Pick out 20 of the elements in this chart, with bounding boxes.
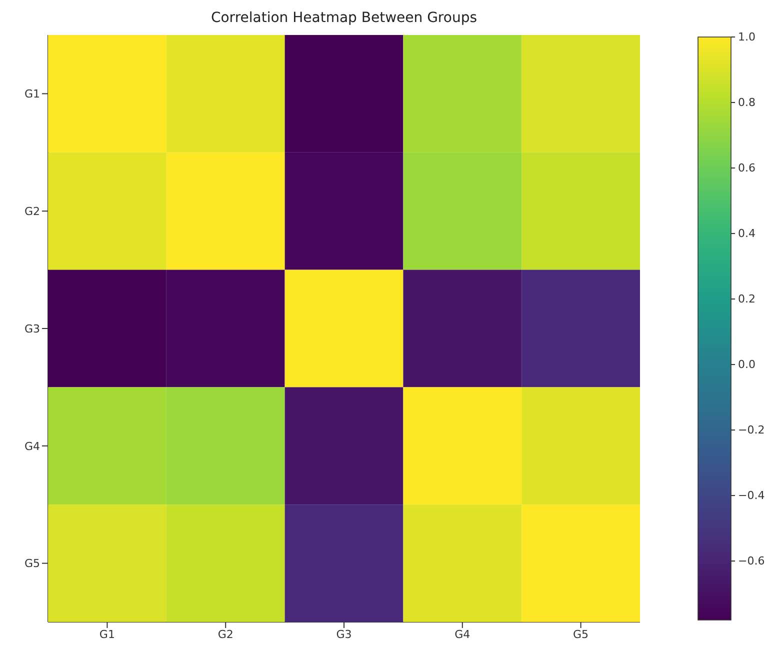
color-bar-label: 0.4 [738, 227, 756, 240]
color-bar-label: −0.6 [738, 554, 765, 568]
x-tick-label: G1 [99, 628, 115, 641]
color-bar-label: 0.6 [738, 162, 756, 175]
x-tick-label: G5 [573, 628, 589, 641]
x-tick-label: G3 [336, 628, 352, 641]
color-bar-label: 1.0 [738, 30, 756, 44]
color-bar-label: 0.8 [738, 96, 756, 110]
y-tick-label: G2 [24, 205, 40, 218]
y-tick-label: G3 [24, 322, 40, 336]
y-tick-label: G1 [24, 88, 40, 101]
y-tick-label: G5 [24, 557, 40, 570]
color-bar-label: 0.0 [738, 358, 756, 372]
color-bar-label: −0.2 [738, 424, 765, 437]
color-bar-label: 0.2 [738, 292, 756, 306]
y-tick-label: G4 [24, 440, 40, 453]
color-bar-label: −0.4 [738, 489, 765, 502]
chart-title: Correlation Heatmap Between Groups [210, 10, 478, 26]
x-tick-label: G2 [218, 628, 234, 641]
x-tick-label: G4 [454, 628, 470, 641]
